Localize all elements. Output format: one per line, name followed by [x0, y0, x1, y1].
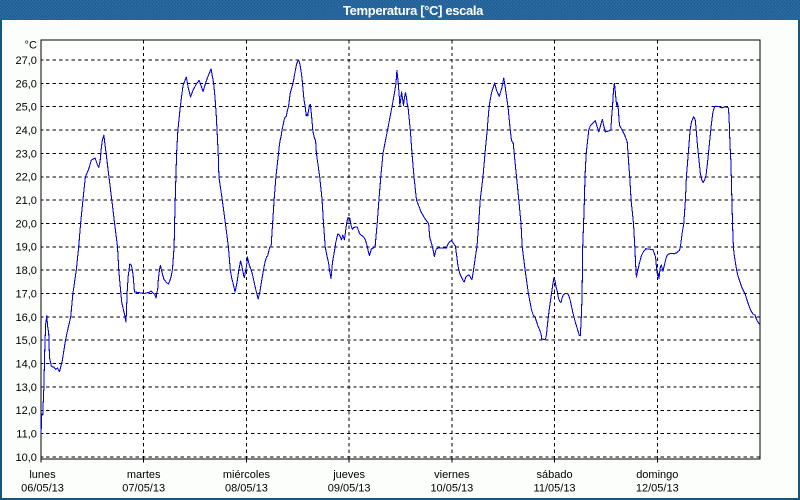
svg-text:22,0: 22,0	[15, 172, 36, 184]
svg-text:21,0: 21,0	[15, 195, 36, 207]
svg-text:jueves: jueves	[332, 469, 365, 481]
svg-text:lunes: lunes	[29, 469, 56, 481]
svg-text:19,0: 19,0	[15, 242, 36, 254]
svg-text:26,0: 26,0	[15, 78, 36, 90]
svg-text:23,0: 23,0	[15, 148, 36, 160]
svg-text:10/05/13: 10/05/13	[430, 483, 473, 495]
svg-text:18,0: 18,0	[15, 265, 36, 277]
svg-text:°C: °C	[25, 40, 37, 52]
svg-text:07/05/13: 07/05/13	[122, 483, 165, 495]
svg-text:17,0: 17,0	[15, 288, 36, 300]
svg-text:miércoles: miércoles	[223, 469, 271, 481]
svg-text:12,0: 12,0	[15, 405, 36, 417]
svg-text:viernes: viernes	[434, 469, 470, 481]
svg-text:11,0: 11,0	[16, 429, 37, 441]
svg-text:08/05/13: 08/05/13	[225, 483, 268, 495]
svg-text:25,0: 25,0	[15, 102, 36, 114]
svg-text:06/05/13: 06/05/13	[21, 483, 64, 495]
svg-text:16,0: 16,0	[15, 312, 36, 324]
svg-text:20,0: 20,0	[15, 218, 36, 230]
svg-text:11/05/13: 11/05/13	[534, 483, 576, 495]
svg-text:09/05/13: 09/05/13	[328, 483, 371, 495]
svg-text:domingo: domingo	[636, 469, 678, 481]
svg-text:15,0: 15,0	[15, 335, 36, 347]
svg-text:sábado: sábado	[537, 469, 573, 481]
svg-text:27,0: 27,0	[15, 55, 36, 67]
svg-text:14,0: 14,0	[15, 358, 36, 370]
svg-text:martes: martes	[127, 469, 161, 481]
svg-text:10,0: 10,0	[15, 452, 36, 464]
svg-text:24,0: 24,0	[15, 125, 36, 137]
svg-text:12/05/13: 12/05/13	[636, 483, 679, 495]
svg-text:13,0: 13,0	[15, 382, 36, 394]
